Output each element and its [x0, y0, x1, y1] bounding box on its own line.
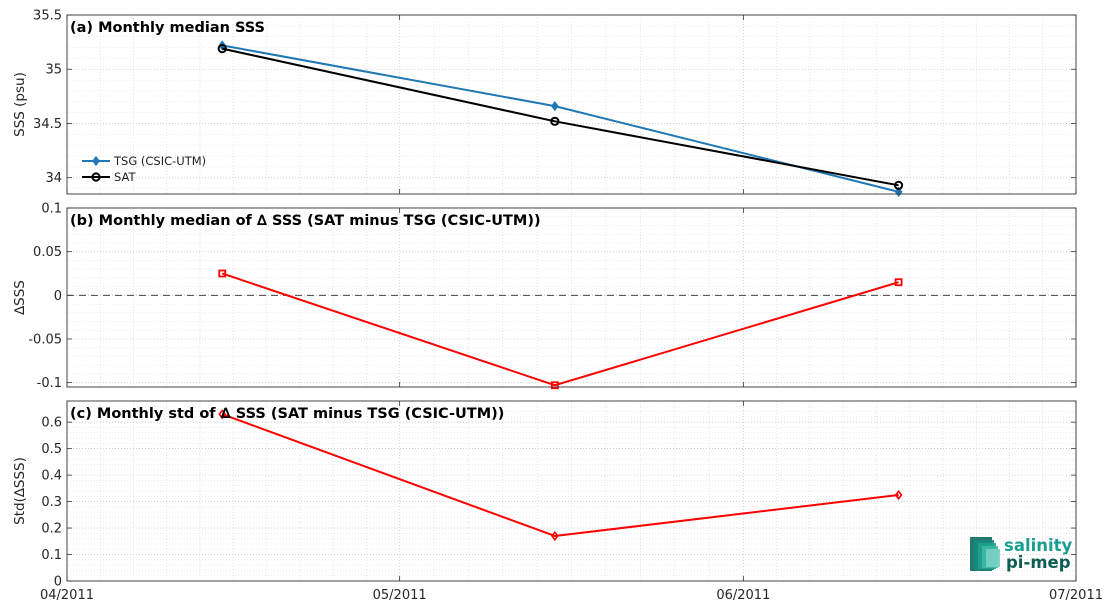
y-tick-label: -0.05 [28, 332, 62, 347]
salinity-pi-mep-logo [970, 537, 1000, 571]
data-point [217, 44, 227, 54]
y-tick-label: 0.2 [41, 522, 62, 537]
panel-3 [66, 400, 1077, 582]
logo-wave-shape [986, 549, 1000, 567]
y-tick-label: 0 [54, 575, 62, 590]
legend [82, 155, 110, 182]
data-point [218, 409, 227, 420]
axes-frame [66, 14, 1077, 195]
legend-label: SAT [114, 170, 136, 184]
series-line [221, 413, 899, 538]
y-tick-label: 35 [45, 63, 62, 78]
data-point [551, 530, 559, 542]
data-point [893, 180, 904, 190]
series-line [222, 47, 899, 187]
data-point [894, 278, 903, 287]
y-tick-label: 35.5 [33, 9, 62, 24]
y-tick-label: 0.4 [41, 469, 62, 484]
y-tick-label: 0.1 [41, 548, 62, 563]
x-tick-label: 07/2011 [1049, 588, 1103, 603]
series-line [221, 272, 899, 387]
y-axis-label: Std(∆SSS) [12, 457, 28, 525]
panel-1 [66, 14, 1077, 197]
series-1 [218, 269, 903, 390]
axes-frame [66, 207, 1077, 388]
panel-title: (b) Monthly median of ∆ SSS (SAT minus T… [70, 213, 541, 229]
y-axis-label: ∆SSS [12, 280, 28, 316]
x-tick-label: 05/2011 [373, 588, 427, 603]
data-point [894, 489, 903, 501]
x-tick-label: 04/2011 [40, 588, 94, 603]
y-tick-label: -0.1 [37, 376, 62, 391]
y-tick-label: 34 [45, 171, 62, 186]
data-point [218, 269, 227, 278]
y-tick-label: 0.5 [41, 442, 62, 457]
y-tick-label: 0 [54, 289, 62, 304]
y-tick-label: 34.5 [33, 117, 62, 132]
data-point [550, 116, 560, 126]
y-tick-label: 0.1 [41, 202, 62, 217]
legend-marker [92, 155, 100, 167]
plot-area [67, 15, 1076, 194]
y-tick-label: 0.6 [41, 416, 62, 431]
axes-frame [66, 400, 1077, 582]
legend-label: TSG (CSIC-UTM) [113, 154, 206, 168]
y-tick-label: 0.3 [41, 495, 62, 510]
logo-text-line2: pi-mep [1006, 553, 1071, 572]
x-tick-label: 06/2011 [716, 588, 770, 603]
panel-title: (a) Monthly median SSS [70, 20, 265, 36]
legend-marker [91, 172, 101, 182]
plot-area [67, 208, 1076, 387]
y-axis-label: SSS (psu) [12, 72, 28, 137]
panel-title: (c) Monthly std of ∆ SSS (SAT minus TSG … [70, 406, 504, 422]
series-1 [218, 409, 903, 542]
data-point [551, 100, 559, 112]
data-point [894, 186, 903, 197]
panel-2 [66, 207, 1077, 390]
series-2 [217, 44, 904, 190]
data-point [550, 381, 559, 390]
y-tick-label: 0.05 [33, 245, 62, 260]
logo-text-line1: salinity [1004, 536, 1073, 555]
